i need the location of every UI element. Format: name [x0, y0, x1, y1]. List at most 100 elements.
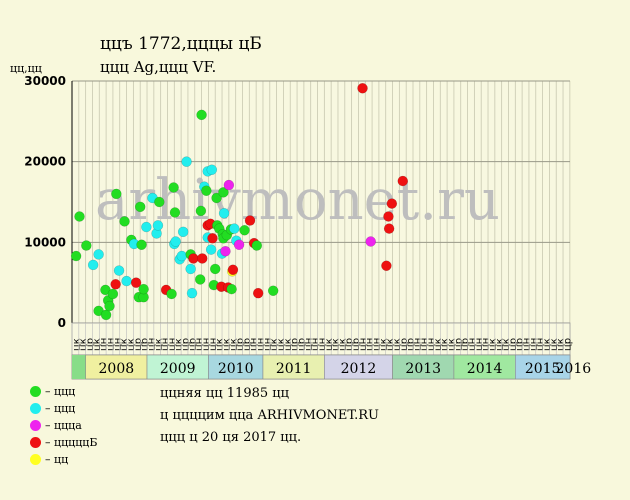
data-point: [181, 156, 192, 167]
data-point: [205, 244, 217, 255]
month-label: цр: [344, 338, 355, 351]
month-label: цк: [215, 338, 226, 351]
month-label: цк: [126, 338, 137, 351]
data-point: [194, 274, 206, 285]
data-point: [81, 240, 92, 251]
data-points: [70, 83, 409, 321]
timeline-axis: цкцкцрцкцнцнцнцкцкцрцрцнцкцнцнцкцрцрцнцн…: [71, 322, 592, 380]
data-point: [226, 283, 237, 295]
data-point: [197, 253, 208, 264]
month-label: цр: [133, 338, 144, 351]
year-label: 2011: [276, 361, 312, 377]
legend-label: – ццц: [45, 402, 76, 415]
month-label: цк: [556, 338, 567, 351]
month-label: цк: [331, 338, 342, 351]
data-point: [383, 211, 394, 222]
legend-dot-magenta: [30, 420, 41, 431]
month-label: цн: [146, 338, 157, 351]
data-point: [239, 224, 250, 236]
data-point: [107, 288, 119, 300]
data-point: [130, 277, 142, 288]
month-label: цк: [71, 338, 82, 351]
data-point: [209, 263, 221, 275]
month-label: цн: [371, 338, 382, 351]
month-label: цр: [140, 338, 151, 351]
data-point: [93, 249, 104, 260]
year-label: 2014: [467, 361, 503, 377]
month-label: цр: [235, 338, 246, 351]
month-label: цк: [447, 338, 458, 351]
month-label: цк: [501, 338, 512, 351]
data-point: [113, 265, 125, 276]
month-label: цк: [119, 338, 130, 351]
year-label: 2016: [556, 361, 592, 377]
month-label: цк: [283, 338, 294, 351]
data-point: [185, 263, 196, 275]
month-label: цн: [194, 338, 205, 351]
data-point: [121, 275, 132, 287]
month-label: цн: [528, 338, 539, 351]
data-point: [365, 236, 376, 247]
month-label: цр: [85, 338, 96, 351]
month-label: цн: [310, 338, 321, 351]
data-point: [168, 182, 179, 193]
month-label: цн: [474, 338, 485, 351]
legend-dot-red: [30, 437, 41, 448]
year-segment: [453, 354, 516, 380]
data-point: [218, 208, 230, 219]
data-point: [176, 250, 188, 262]
data-point: [244, 215, 256, 226]
data-point: [70, 250, 82, 262]
month-label: цн: [365, 338, 376, 351]
month-label: цр: [453, 338, 464, 351]
data-point: [188, 253, 199, 264]
month-label: цк: [174, 338, 185, 351]
legend-label: – ццц: [45, 385, 76, 398]
month-label: цр: [515, 338, 526, 351]
month-label: цн: [208, 338, 219, 351]
y-tick-label: 20000: [24, 155, 66, 169]
month-label: цк: [269, 338, 280, 351]
year-label: 2009: [160, 361, 196, 377]
data-point: [211, 192, 222, 204]
month-label: цк: [153, 338, 164, 351]
data-point: [170, 236, 181, 247]
data-point: [386, 198, 398, 209]
legend: – ццц – ццц – ццца – цццццБ – цц: [30, 383, 97, 468]
month-label: цн: [358, 338, 369, 351]
data-point: [74, 211, 85, 222]
data-point: [397, 175, 409, 187]
month-label: цн: [201, 338, 212, 351]
month-label: цк: [337, 338, 348, 351]
legend-label: – ццца: [45, 419, 82, 432]
month-label: цн: [535, 338, 546, 351]
month-label: цк: [549, 338, 560, 351]
data-point: [152, 220, 164, 231]
month-label: цр: [562, 338, 573, 351]
data-point: [119, 216, 130, 227]
data-point: [252, 287, 264, 299]
month-label: цн: [419, 338, 430, 351]
month-label: цк: [378, 338, 389, 351]
year-segment: [208, 354, 264, 380]
legend-item-magenta: – ццца: [30, 417, 97, 434]
y-axis-unit: цц,цц: [10, 62, 42, 75]
month-label: цк: [440, 338, 451, 351]
month-label: цк: [433, 338, 444, 351]
footer-price-line: ццняя цц 11985 цц: [160, 386, 289, 401]
data-point: [218, 187, 229, 198]
month-label: цк: [385, 338, 396, 351]
month-label: цр: [181, 338, 192, 351]
month-label: цн: [256, 338, 267, 351]
month-label: цр: [460, 338, 471, 351]
year-label: 2008: [99, 361, 135, 377]
data-point: [177, 226, 189, 238]
legend-dot-yellow: [30, 454, 41, 465]
data-point: [138, 283, 149, 295]
legend-dot-cyan: [30, 403, 41, 414]
footer-source-line: ц ццццим цца ARHIVMONET.RU: [160, 408, 379, 423]
data-point: [207, 233, 218, 244]
month-label: цн: [106, 338, 117, 351]
year-label: 2015: [525, 361, 561, 377]
year-segment: [324, 354, 393, 380]
